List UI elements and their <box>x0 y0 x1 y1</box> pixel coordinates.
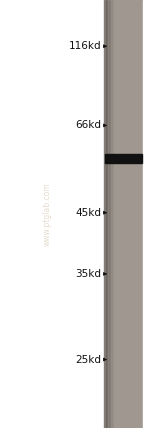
Bar <box>107 0 109 428</box>
Bar <box>104 0 106 428</box>
Bar <box>109 0 110 428</box>
Text: 45kd: 45kd <box>75 208 101 218</box>
Bar <box>143 0 150 428</box>
Bar <box>112 0 113 428</box>
Bar <box>105 154 142 163</box>
Text: 116kd: 116kd <box>69 41 101 51</box>
Text: 66kd: 66kd <box>75 120 101 131</box>
Bar <box>104 0 143 428</box>
Text: 35kd: 35kd <box>75 269 101 279</box>
Text: 25kd: 25kd <box>75 354 101 365</box>
Text: www.ptglab.com: www.ptglab.com <box>42 182 51 246</box>
Bar <box>110 0 112 428</box>
Bar <box>106 0 107 428</box>
